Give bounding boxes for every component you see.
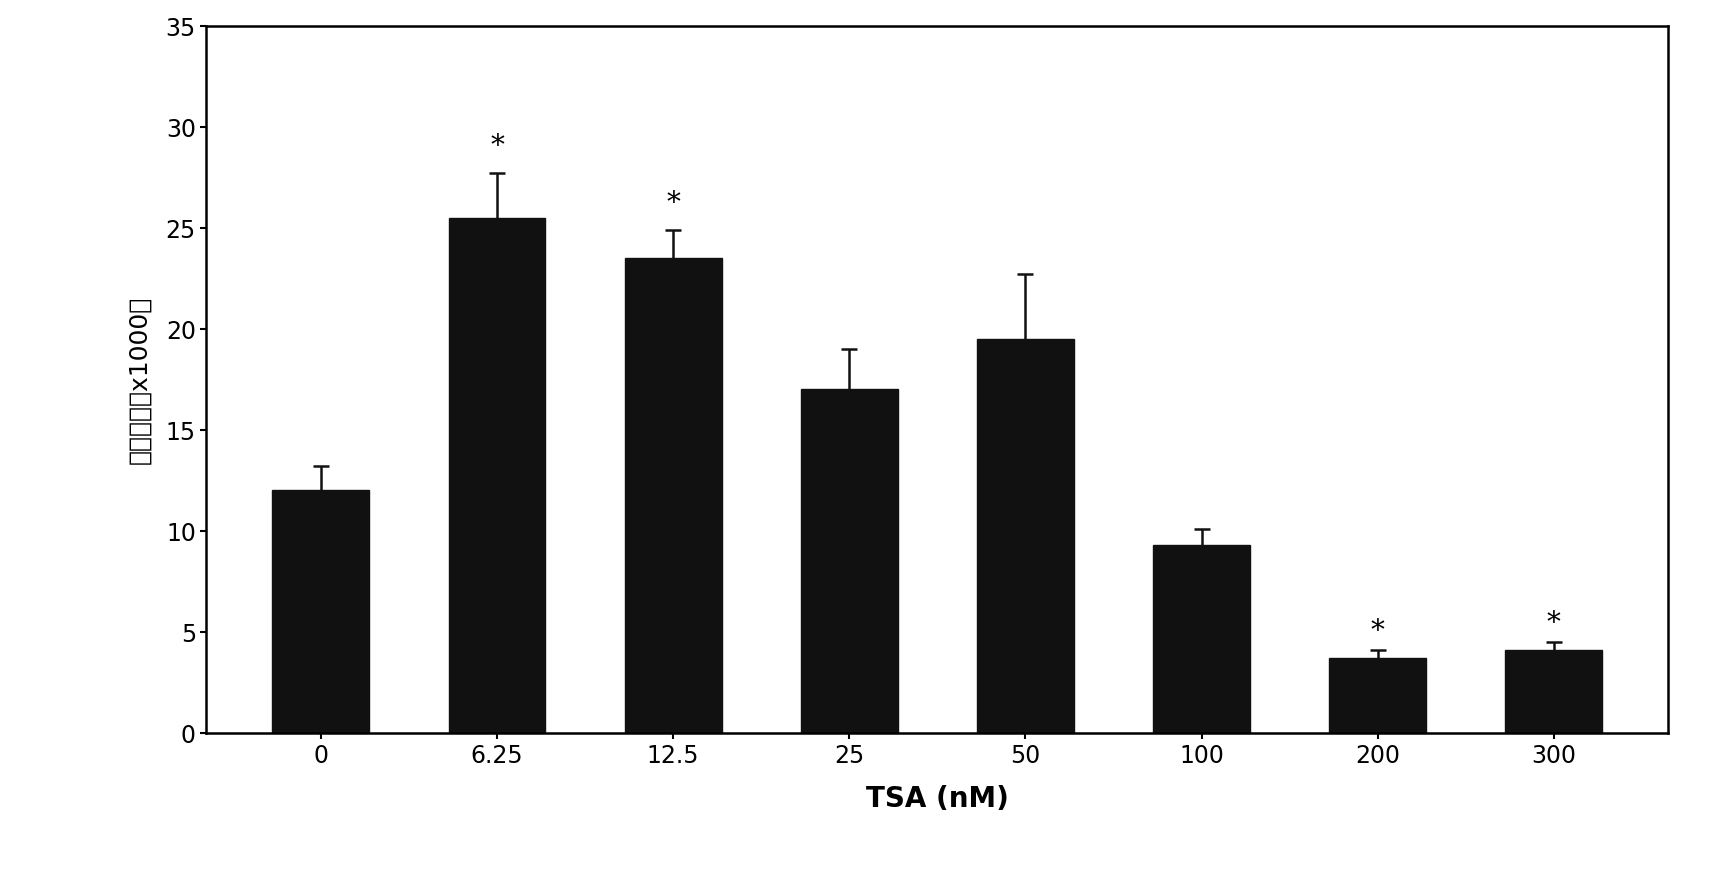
Text: *: * [666, 190, 679, 216]
Text: *: * [490, 133, 504, 160]
X-axis label: TSA (nM): TSA (nM) [865, 784, 1010, 812]
Bar [1330, 658, 1426, 733]
Bar [1152, 545, 1250, 733]
Text: *: * [1371, 618, 1385, 645]
Bar [1505, 650, 1603, 733]
Bar [449, 218, 545, 733]
Bar [272, 491, 370, 733]
Bar [802, 390, 898, 733]
Bar [977, 340, 1073, 733]
Bar [624, 259, 722, 733]
Text: *: * [1546, 609, 1560, 637]
Y-axis label: 细胞数量（x1000）: 细胞数量（x1000） [127, 296, 151, 464]
